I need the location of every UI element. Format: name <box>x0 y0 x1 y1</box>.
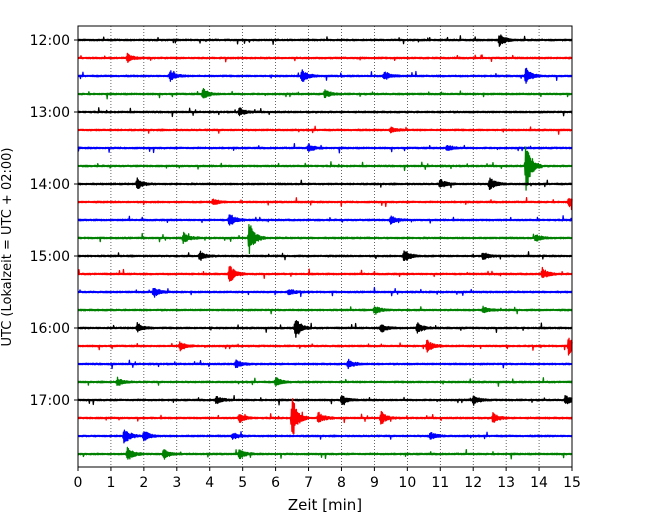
y-tick-label: 13:00 <box>30 105 70 121</box>
trace-1200 <box>77 34 573 47</box>
trace-1545 <box>77 305 573 315</box>
trace-1630 <box>77 358 573 370</box>
x-tick-label: 11 <box>431 475 449 491</box>
trace-1330 <box>77 143 573 154</box>
trace-1345 <box>77 146 573 191</box>
y-tick-label: 15:00 <box>30 249 70 265</box>
x-axis-title: Zeit [min] <box>288 496 362 514</box>
y-tick-label: 14:00 <box>30 177 70 193</box>
x-tick-label: 9 <box>370 475 379 491</box>
trace-1730 <box>77 429 573 444</box>
trace-1300 <box>77 107 573 118</box>
x-tick-label: 2 <box>139 475 148 491</box>
x-tick-label: 1 <box>106 475 115 491</box>
trace-1600 <box>77 319 573 338</box>
x-tick-label: 7 <box>304 475 313 491</box>
plot-frame <box>77 25 573 468</box>
trace-1215 <box>77 52 573 64</box>
x-tick-label: 6 <box>271 475 280 491</box>
y-tick-label: 17:00 <box>30 393 70 409</box>
trace-1715 <box>77 398 573 435</box>
y-axis: 12:00 13:00 14:00 15:00 16:00 17:00 <box>30 33 78 409</box>
y-tick-label: 12:00 <box>30 33 70 49</box>
x-tick-label: 14 <box>530 475 548 491</box>
trace-1530 <box>77 286 573 298</box>
trace-group <box>77 34 573 460</box>
x-tick-label: 10 <box>398 475 416 491</box>
trace-1245 <box>77 87 573 100</box>
trace-1500 <box>77 250 573 261</box>
x-axis: 0 1 2 3 4 5 6 7 8 9 10 11 12 13 14 15 <box>74 467 581 491</box>
y-tick-label: 16:00 <box>30 321 70 337</box>
x-tick-label: 0 <box>74 475 83 491</box>
trace-1445 <box>77 224 573 255</box>
trace-1230 <box>77 67 573 84</box>
x-tick-label: 3 <box>172 475 181 491</box>
x-tick-label: 4 <box>205 475 214 491</box>
x-tick-label: 15 <box>563 475 581 491</box>
trace-1415 <box>77 197 573 211</box>
x-tick-label: 5 <box>238 475 247 491</box>
x-tick-label: 8 <box>337 475 346 491</box>
x-tick-label: 12 <box>464 475 482 491</box>
trace-1400 <box>77 177 573 191</box>
trace-1700 <box>77 395 573 406</box>
y-axis-title: UTC (Lokalzeit = UTC + 02:00) <box>0 148 15 347</box>
trace-1430 <box>77 214 573 226</box>
trace-1645 <box>77 376 573 387</box>
x-tick-label: 13 <box>497 475 515 491</box>
trace-1315 <box>77 125 573 135</box>
trace-1745 <box>77 446 573 460</box>
trace-1515 <box>77 265 573 282</box>
trace-1615 <box>77 337 573 356</box>
